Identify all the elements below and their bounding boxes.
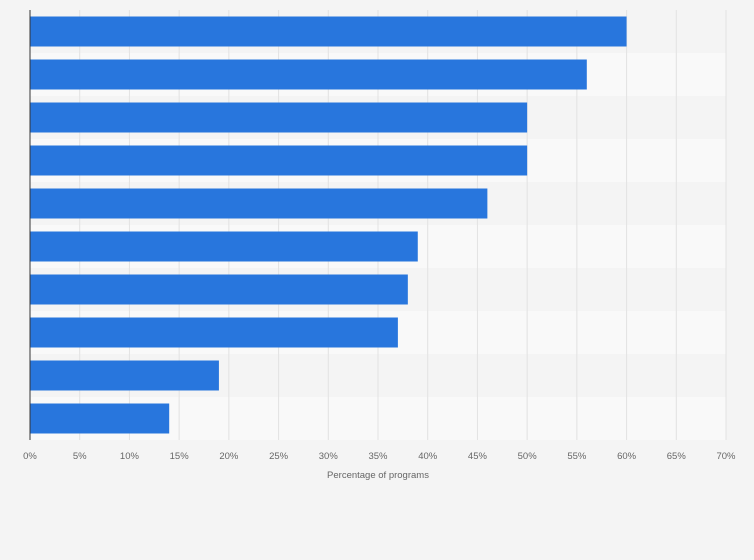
bar[interactable] xyxy=(30,360,219,391)
x-axis-title: Percentage of programs xyxy=(327,470,429,481)
x-tick-label: 60% xyxy=(617,451,637,462)
x-tick-label: 20% xyxy=(219,451,239,462)
x-tick-label: 35% xyxy=(368,451,388,462)
bar[interactable] xyxy=(30,274,408,305)
bar[interactable] xyxy=(30,317,398,348)
bar[interactable] xyxy=(30,188,488,219)
x-tick-label: 45% xyxy=(468,451,488,462)
bar[interactable] xyxy=(30,59,587,90)
x-tick-label: 65% xyxy=(667,451,687,462)
x-tick-label: 40% xyxy=(418,451,438,462)
x-tick-label: 30% xyxy=(319,451,339,462)
x-tick-label: 25% xyxy=(269,451,289,462)
bars xyxy=(30,16,627,434)
x-tick-labels: 0% 5% 10% 15% 20% 25% 30% 35% 40% 45% 50% 55% 60% 65%… xyxy=(23,451,736,462)
bar[interactable] xyxy=(30,145,528,176)
x-tick-label: 15% xyxy=(170,451,190,462)
bar[interactable] xyxy=(30,231,418,262)
x-tick-label: 5% xyxy=(73,451,87,462)
bar[interactable] xyxy=(30,102,528,133)
x-tick-label: 70% xyxy=(716,451,736,462)
x-tick-label: 10% xyxy=(120,451,140,462)
x-tick-label: 55% xyxy=(567,451,587,462)
x-tick-label: 50% xyxy=(518,451,538,462)
x-tick-label: 0% xyxy=(23,451,37,462)
bar[interactable] xyxy=(30,403,170,434)
bar[interactable] xyxy=(30,16,627,47)
